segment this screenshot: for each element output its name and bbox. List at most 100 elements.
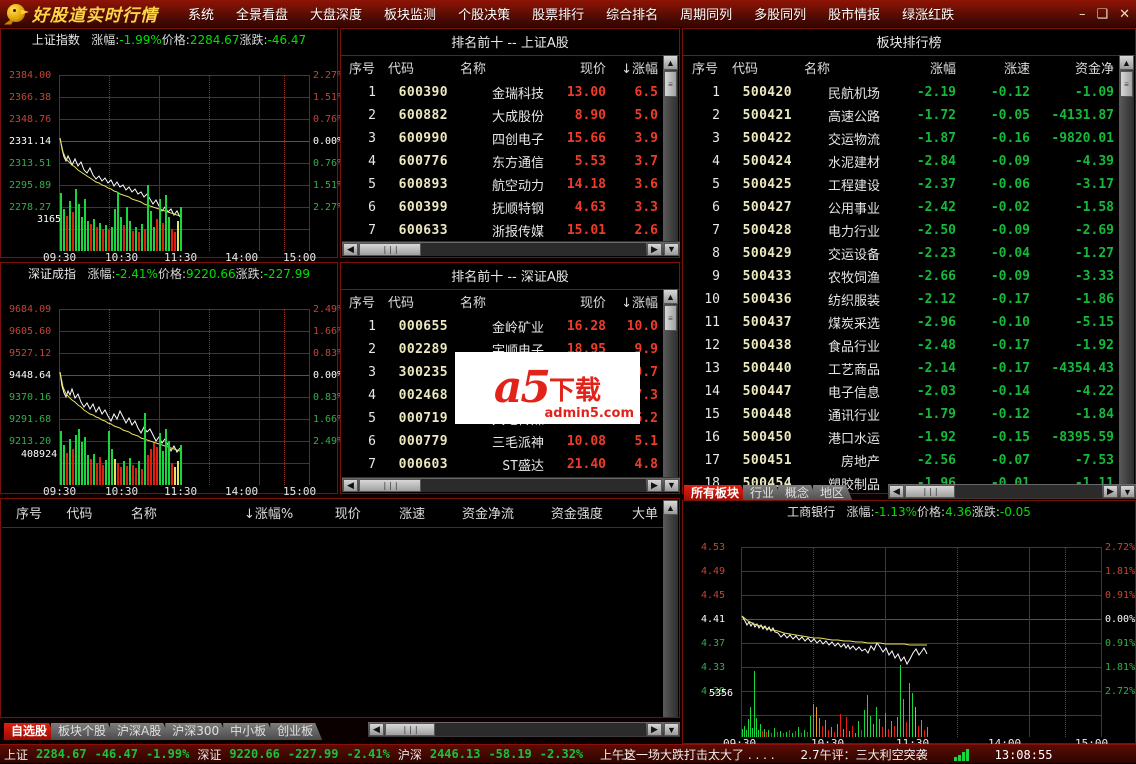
col-index[interactable]: 序号 bbox=[16, 507, 43, 522]
szse-index-chart-panel[interactable]: 深证成指 涨幅:-2.41%价格:9220.66涨跌:-227.99 9684.… bbox=[0, 262, 343, 498]
tab-all-sectors[interactable]: 所有板块 bbox=[684, 485, 748, 502]
col-code[interactable]: 代码 bbox=[66, 507, 93, 522]
table-row[interactable]: 12 500438 食品行业 -2.48 -0.17 -1.92 bbox=[684, 334, 1120, 357]
table-row[interactable]: 16 500450 港口水运 -1.92 -0.15 -8395.59 bbox=[684, 426, 1120, 449]
scroll-up-icon[interactable]: ▲ bbox=[1119, 55, 1134, 70]
col-code[interactable]: 代码 bbox=[388, 296, 415, 311]
hscroll-thumb[interactable]: ❘❘❘ bbox=[385, 723, 435, 736]
col-netflow[interactable]: 资金净 bbox=[1074, 62, 1114, 77]
table-row[interactable]: 9 500433 农牧饲渔 -2.66 -0.09 -3.33 bbox=[684, 265, 1120, 288]
scroll-dropdown-icon[interactable]: ▼ bbox=[664, 242, 679, 256]
col-change[interactable]: ↓涨幅 bbox=[621, 296, 658, 311]
sse-top10-panel[interactable]: 排名前十 -- 上证A股 序号 代码 名称 现价 ↓涨幅 1 600390 金瑞科技… bbox=[340, 28, 680, 258]
col-change[interactable]: ↓涨幅 bbox=[621, 62, 658, 77]
menu-item-period-grid[interactable]: 周期同列 bbox=[680, 8, 733, 23]
col-speed[interactable]: 涨速 bbox=[1003, 62, 1030, 77]
menu-item-system[interactable]: 系统 bbox=[188, 8, 215, 23]
table-row[interactable]: 1 500420 民航机场 -2.19 -0.12 -1.09 bbox=[684, 81, 1120, 104]
table-row[interactable]: 3 500422 交运物流 -1.87 -0.16 -9820.01 bbox=[684, 127, 1120, 150]
watchlist-hscrollbar[interactable]: ◀ ❘❘❘ ▶ ▼ bbox=[368, 722, 680, 737]
szse-top10-vscrollbar[interactable]: ▲ ≡ bbox=[663, 289, 678, 477]
menu-item-multi-stock[interactable]: 多股同列 bbox=[754, 8, 807, 23]
col-name[interactable]: 名称 bbox=[460, 296, 487, 311]
table-row[interactable]: 7 500428 电力行业 -2.50 -0.09 -2.69 bbox=[684, 219, 1120, 242]
menu-item-panorama[interactable]: 全景看盘 bbox=[236, 8, 289, 23]
tab-region[interactable]: 地区 bbox=[813, 485, 853, 502]
col-name[interactable]: 名称 bbox=[460, 62, 487, 77]
scroll-right-icon[interactable]: ▶ bbox=[647, 723, 662, 736]
table-row[interactable]: 17 500451 房地产 -2.56 -0.07 -7.53 bbox=[684, 449, 1120, 472]
table-row[interactable]: 6 500427 公用事业 -2.42 -0.02 -1.58 bbox=[684, 196, 1120, 219]
ticker-comment-text[interactable]: 2.7午评：三大利空突袭 bbox=[800, 748, 928, 762]
scroll-left-icon[interactable]: ◀ bbox=[343, 478, 358, 492]
vscroll-thumb[interactable]: ≡ bbox=[664, 305, 677, 331]
tab-concept[interactable]: 概念 bbox=[778, 485, 818, 502]
news-ticker[interactable]: 上午这一场大跌打击太大了 . . . . 2.7午评：三大利空突袭 13:08:… bbox=[600, 745, 1052, 764]
col-speed[interactable]: 涨速 bbox=[399, 507, 426, 522]
scroll-up-icon[interactable]: ▲ bbox=[663, 289, 678, 304]
menu-item-stock-decision[interactable]: 个股决策 bbox=[458, 8, 511, 23]
maximize-icon[interactable]: ❑ bbox=[1096, 6, 1109, 22]
watchlist-tabs[interactable]: 自选股 板块个股 沪深A股 沪深300 中小板 创业板 bbox=[4, 722, 317, 740]
col-price[interactable]: 现价 bbox=[579, 296, 606, 311]
hscroll-track[interactable] bbox=[421, 478, 646, 492]
scroll-up-icon[interactable]: ▲ bbox=[663, 55, 678, 70]
table-row[interactable]: 14 500447 电子信息 -2.03 -0.14 -4.22 bbox=[684, 380, 1120, 403]
menu-item-sector-monitor[interactable]: 板块监测 bbox=[384, 8, 437, 23]
hscroll-track[interactable] bbox=[421, 242, 646, 256]
close-icon[interactable]: ✕ bbox=[1119, 6, 1130, 22]
watchlist-table[interactable]: 序号 代码 名称 ↓涨幅% 现价 涨速 资金净流 资金强度 大单 bbox=[2, 500, 664, 526]
col-code[interactable]: 代码 bbox=[732, 62, 759, 77]
col-change-pct[interactable]: ↓涨幅% bbox=[243, 507, 294, 522]
col-strength[interactable]: 资金强度 bbox=[550, 507, 603, 522]
col-index[interactable]: 序号 bbox=[348, 62, 375, 77]
table-row[interactable]: 4 500424 水泥建材 -2.84 -0.09 -4.39 bbox=[684, 150, 1120, 173]
menu-item-overall-rank[interactable]: 综合排名 bbox=[606, 8, 659, 23]
tab-hs300[interactable]: 沪深300 bbox=[165, 723, 228, 740]
hscroll-thumb[interactable]: ❘❘❘ bbox=[905, 485, 955, 498]
col-name[interactable]: 名称 bbox=[130, 507, 157, 522]
menu-item-color-scheme[interactable]: 绿涨红跌 bbox=[902, 8, 955, 23]
menu-item-market-news[interactable]: 股市情报 bbox=[828, 8, 881, 23]
scroll-dropdown-icon[interactable]: ▼ bbox=[1120, 485, 1135, 498]
sse-top10-table[interactable]: 序号 代码 名称 现价 ↓涨幅 1 600390 金瑞科技 13.00 6.5 2 600… bbox=[342, 55, 664, 243]
scroll-right-icon[interactable]: ▶ bbox=[647, 242, 662, 256]
tab-ashares[interactable]: 沪深A股 bbox=[110, 723, 170, 740]
scroll-dropdown-icon[interactable]: ▼ bbox=[664, 723, 679, 736]
col-index[interactable]: 序号 bbox=[348, 296, 375, 311]
menu-item-stock-ranking[interactable]: 股票排行 bbox=[532, 8, 585, 23]
szse-top10-hscrollbar[interactable]: ◀ ❘❘❘ ▶ ▼ bbox=[342, 477, 680, 492]
hscroll-thumb[interactable]: ❘❘❘ bbox=[359, 478, 421, 492]
col-index[interactable]: 序号 bbox=[691, 62, 718, 77]
scroll-left-icon[interactable]: ◀ bbox=[889, 485, 904, 498]
watchlist-panel[interactable]: 序号 代码 名称 ↓涨幅% 现价 涨速 资金净流 资金强度 大单 ▲ bbox=[0, 498, 680, 718]
ticker-news-text[interactable]: 上午这一场大跌打击太大了 . . . . bbox=[600, 748, 775, 762]
sector-ranking-panel[interactable]: 板块排行榜 序号 代码 名称 涨幅 涨速 资金净 1 500420 民航机场 -2.1… bbox=[682, 28, 1136, 511]
col-price[interactable]: 现价 bbox=[579, 62, 606, 77]
scroll-right-icon[interactable]: ▶ bbox=[1103, 485, 1118, 498]
scroll-left-icon[interactable]: ◀ bbox=[369, 723, 384, 736]
tab-industry[interactable]: 行业 bbox=[743, 485, 783, 502]
table-row[interactable]: 10 500436 纺织服装 -2.12 -0.17 -1.86 bbox=[684, 288, 1120, 311]
scroll-right-icon[interactable]: ▶ bbox=[647, 478, 662, 492]
vscroll-thumb[interactable]: ≡ bbox=[1120, 71, 1133, 97]
table-row[interactable]: 15 500448 通讯行业 -1.79 -0.12 -1.84 bbox=[684, 403, 1120, 426]
minimize-icon[interactable]: – bbox=[1078, 6, 1086, 22]
table-row[interactable]: 13 500440 工艺商品 -2.14 -0.17 -4354.43 bbox=[684, 357, 1120, 380]
sector-vscrollbar[interactable]: ▲ ≡ bbox=[1119, 55, 1134, 494]
col-large-order[interactable]: 大单 bbox=[631, 507, 658, 522]
scroll-up-icon[interactable]: ▲ bbox=[663, 500, 678, 515]
sse-top10-vscrollbar[interactable]: ▲ ≡ bbox=[663, 55, 678, 242]
watchlist-vscrollbar[interactable]: ▲ bbox=[663, 500, 678, 717]
vscroll-thumb[interactable]: ≡ bbox=[664, 71, 677, 97]
menu-item-market-depth[interactable]: 大盘深度 bbox=[310, 8, 363, 23]
col-netflow[interactable]: 资金净流 bbox=[461, 507, 514, 522]
table-row[interactable]: 8 500429 交运设备 -2.23 -0.04 -1.27 bbox=[684, 242, 1120, 265]
hscroll-track[interactable] bbox=[435, 723, 646, 736]
table-row[interactable]: 5 500425 工程建设 -2.37 -0.06 -3.17 bbox=[684, 173, 1120, 196]
tab-sme-board[interactable]: 中小板 bbox=[223, 723, 275, 740]
sse-top10-hscrollbar[interactable]: ◀ ❘❘❘ ▶ ▼ bbox=[342, 241, 680, 256]
col-code[interactable]: 代码 bbox=[388, 62, 415, 77]
scroll-dropdown-icon[interactable]: ▼ bbox=[664, 478, 679, 492]
tab-chinext[interactable]: 创业板 bbox=[270, 723, 322, 740]
